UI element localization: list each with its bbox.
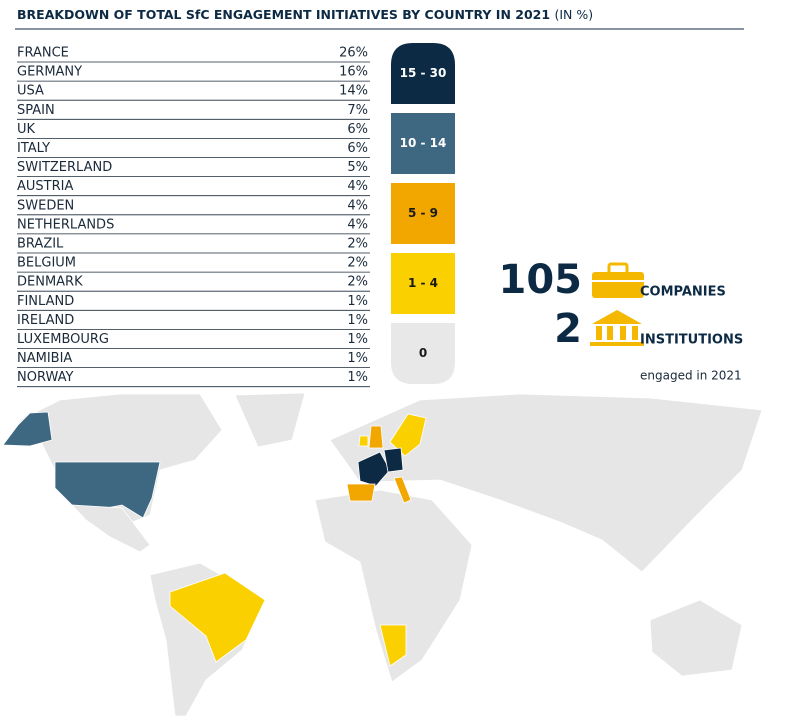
bank-icon — [590, 310, 644, 346]
legend-label: 15 - 30 — [400, 66, 447, 80]
title: BREAKDOWN OF TOTAL SfC ENGAGEMENT INITIA… — [17, 7, 593, 22]
alaska — [2, 411, 53, 447]
share: 2% — [347, 275, 368, 290]
share: 2% — [347, 256, 368, 271]
country: SWITZERLAND — [17, 160, 112, 175]
legend-label: 5 - 9 — [408, 206, 438, 220]
share: 4% — [347, 198, 368, 213]
country: SPAIN — [17, 103, 55, 118]
share: 1% — [347, 332, 368, 347]
africa — [314, 489, 473, 683]
country: FINLAND — [17, 294, 74, 309]
share: 16% — [339, 65, 368, 80]
country: USA — [17, 84, 44, 99]
country: LUXEMBOURG — [17, 332, 109, 347]
share: 2% — [347, 237, 368, 252]
legend-swatch — [391, 43, 455, 104]
uk — [368, 425, 384, 449]
country: NORWAY — [17, 370, 73, 385]
usa — [54, 461, 161, 519]
ireland — [358, 435, 369, 447]
legend-swatch — [391, 113, 455, 174]
title-main: BREAKDOWN OF TOTAL SfC ENGAGEMENT INITIA… — [17, 7, 550, 22]
germany — [383, 447, 404, 473]
share: 7% — [347, 103, 368, 118]
legend: 15 - 30 10 - 14 5 - 9 1 - 4 0 — [391, 43, 455, 384]
country: DENMARK — [17, 275, 83, 290]
country: FRANCE — [17, 46, 69, 61]
legend-swatch — [391, 183, 455, 244]
share: 1% — [347, 351, 368, 366]
note: engaged in 2021 — [640, 369, 742, 383]
greenland — [234, 392, 306, 448]
share: 1% — [347, 294, 368, 309]
title-unit: (IN %) — [554, 7, 593, 22]
nordics — [389, 413, 427, 457]
briefcase-icon — [592, 262, 644, 298]
eurasia — [329, 393, 763, 573]
legend-label: 10 - 14 — [400, 136, 447, 150]
country: AUSTRIA — [17, 179, 73, 194]
share: 1% — [347, 313, 368, 328]
world-map — [2, 392, 763, 717]
share: 5% — [347, 160, 368, 175]
namibia — [379, 624, 407, 667]
share: 4% — [347, 217, 368, 232]
share: 1% — [347, 370, 368, 385]
companies-count: 105 — [499, 257, 583, 303]
country: GERMANY — [17, 65, 82, 80]
share: 14% — [339, 84, 368, 99]
country: NAMIBIA — [17, 351, 72, 366]
share: 4% — [347, 179, 368, 194]
country: BELGIUM — [17, 256, 76, 271]
country: SWEDEN — [17, 198, 74, 213]
country: BRAZIL — [17, 237, 64, 252]
country: UK — [17, 122, 36, 137]
share: 6% — [347, 122, 368, 137]
institutions-label: INSTITUTIONS — [640, 333, 743, 348]
brazil — [169, 572, 266, 663]
companies-label: COMPANIES — [640, 285, 726, 300]
legend-label: 1 - 4 — [408, 276, 438, 290]
share: 26% — [339, 46, 368, 61]
legend-swatch — [391, 323, 455, 384]
country: IRELAND — [17, 313, 74, 328]
central-america — [71, 504, 151, 553]
australia — [649, 599, 743, 677]
country: ITALY — [17, 141, 50, 156]
legend-label: 0 — [419, 346, 427, 360]
spain — [346, 483, 376, 502]
table: FRANCE 26% GERMANY 16% USA 14% SPAIN 7% UK 6% ITAL… — [17, 46, 370, 388]
share: 6% — [347, 141, 368, 156]
institutions-count: 2 — [554, 306, 582, 352]
italy — [393, 476, 412, 504]
legend-swatch — [391, 253, 455, 314]
france — [357, 451, 391, 487]
country: NETHERLANDS — [17, 217, 114, 232]
